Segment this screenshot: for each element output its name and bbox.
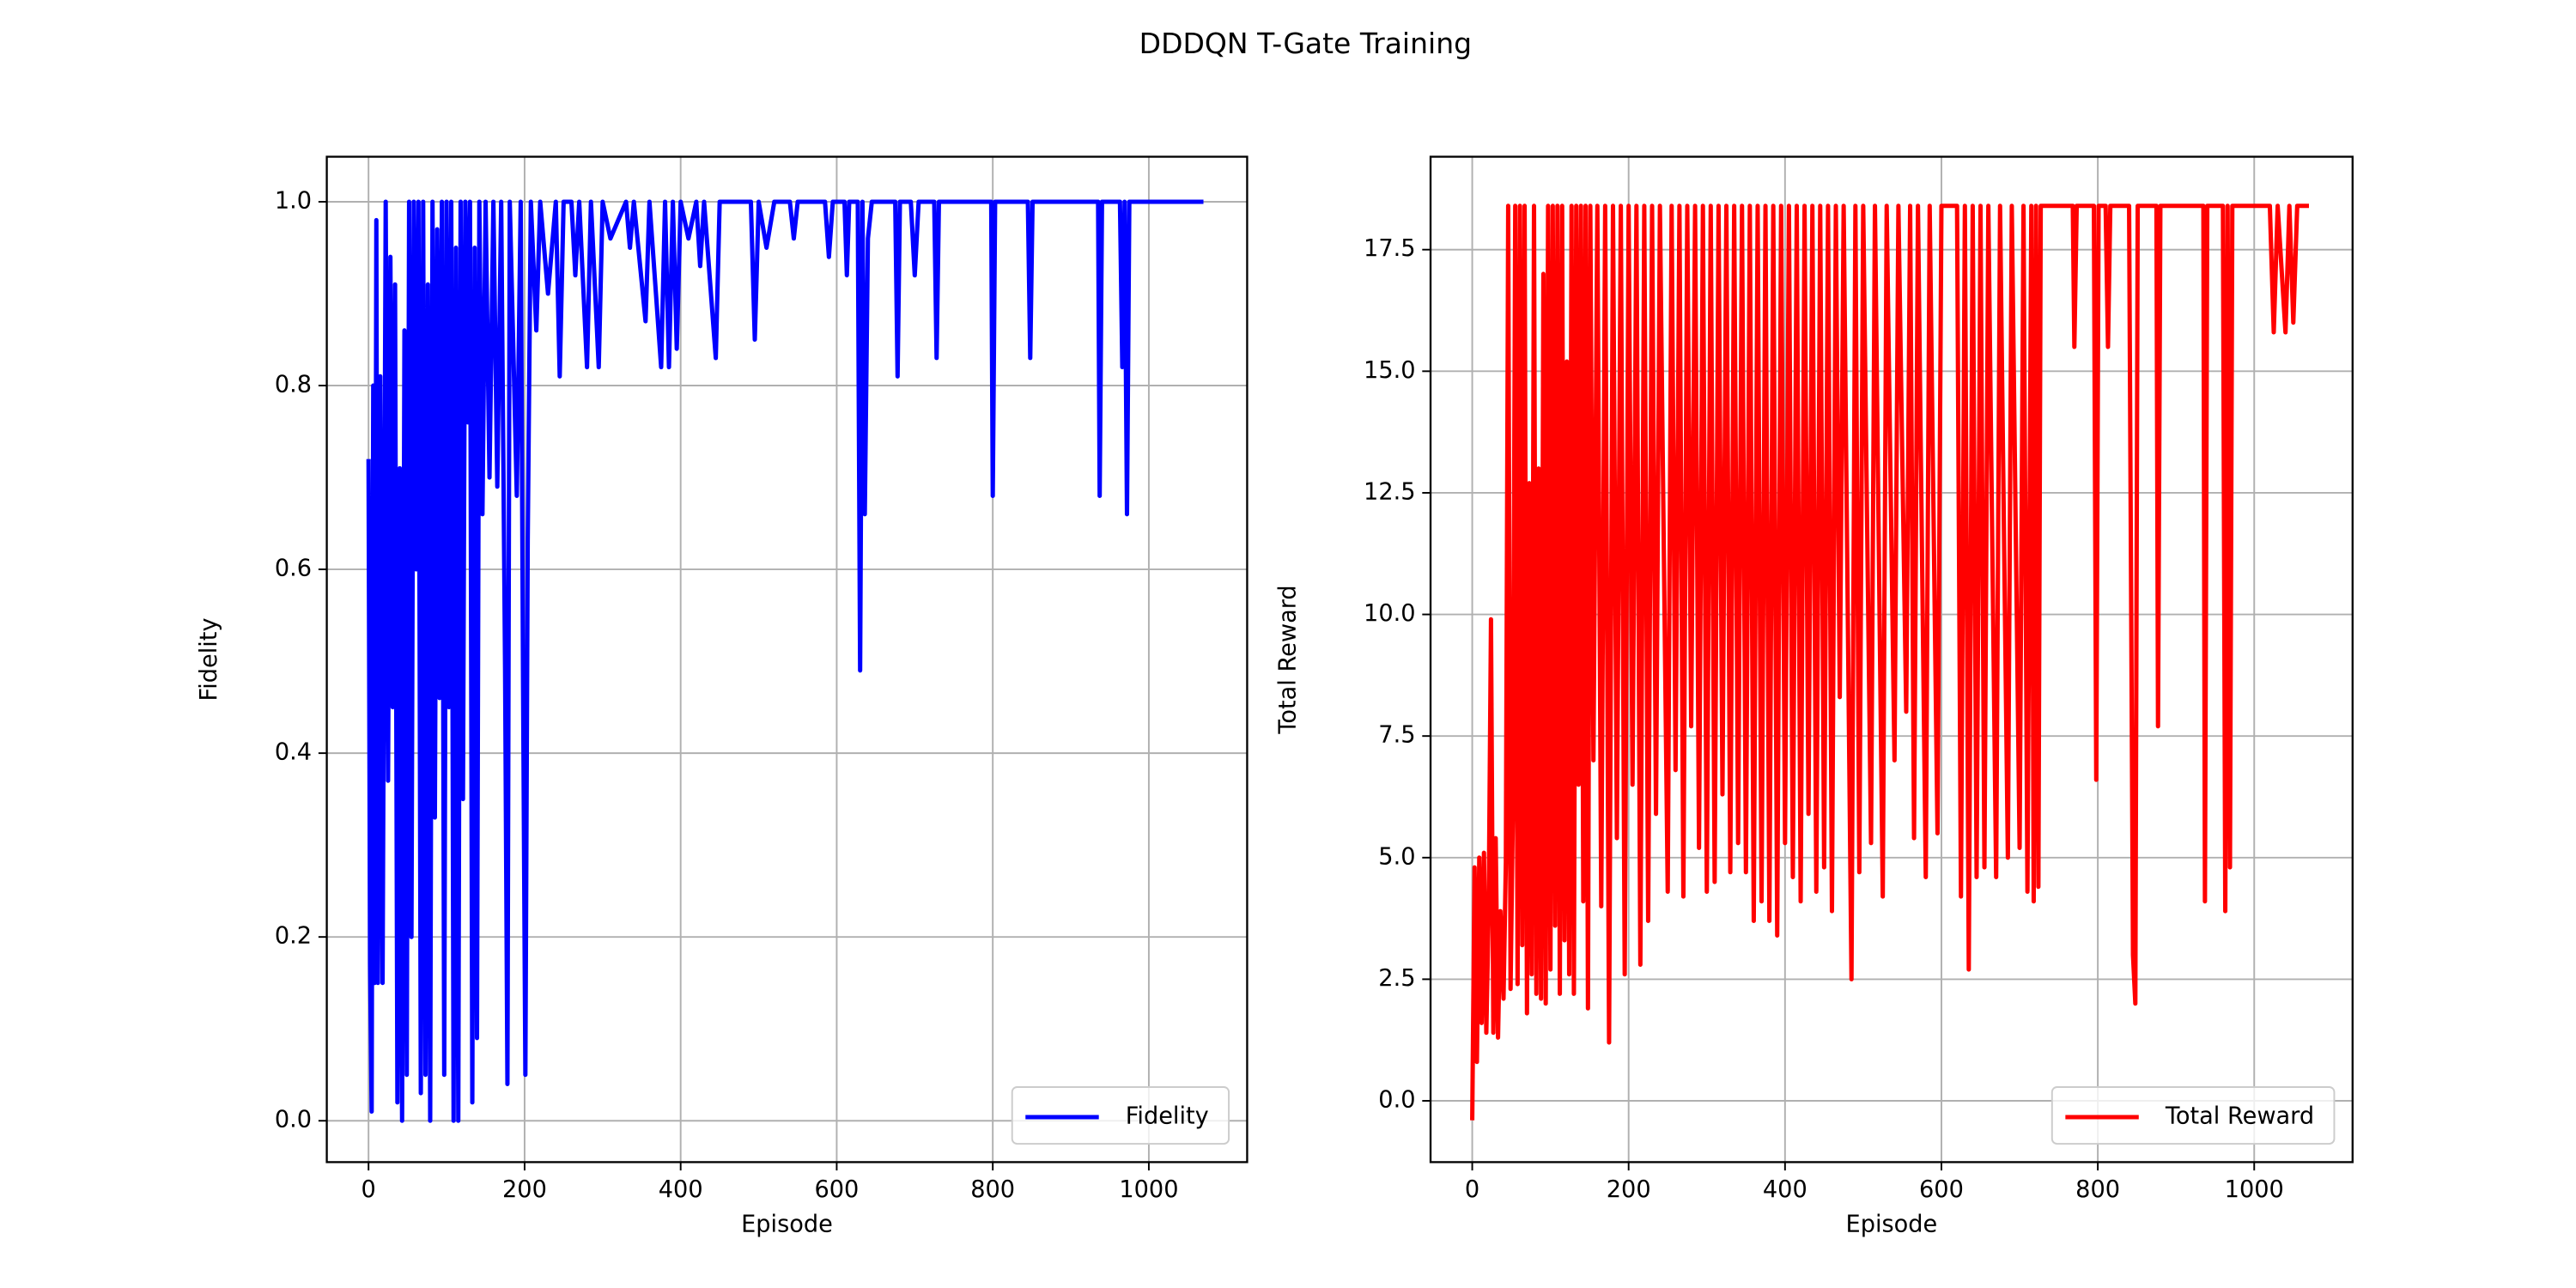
x-tick-label: 800 (970, 1176, 1015, 1203)
y-tick-label: 0.8 (275, 372, 312, 398)
x-tick-label: 1000 (1119, 1176, 1178, 1203)
y-tick-label: 0.6 (275, 556, 312, 582)
x-tick-label: 0 (361, 1176, 376, 1203)
axes-frame (1429, 155, 2354, 1163)
legend-label: Total Reward (2165, 1103, 2314, 1129)
legend: Fidelity (1011, 1086, 1230, 1145)
x-tick-label: 0 (1465, 1176, 1479, 1203)
y-tick-label: 5.0 (1378, 843, 1415, 870)
plot-area (1470, 204, 2309, 1121)
x-tick-label: 800 (2075, 1176, 2120, 1203)
y-axis-label: Fidelity (196, 617, 222, 701)
y-tick-label: 7.5 (1378, 722, 1415, 749)
plot-area (366, 199, 1204, 1123)
x-tick-label: 400 (659, 1176, 703, 1203)
legend-box (1011, 1086, 1230, 1145)
x-tick-label: 400 (1763, 1176, 1807, 1203)
x-tick-label: 200 (1607, 1176, 1651, 1203)
y-tick-label: 0.4 (275, 739, 312, 766)
legend-box (2050, 1086, 2336, 1145)
y-tick-label: 2.5 (1378, 965, 1415, 992)
y-tick-label: 10.0 (1364, 600, 1416, 627)
y-tick-label: 17.5 (1364, 235, 1416, 262)
x-axis-label: Episode (741, 1212, 833, 1238)
y-tick-label: 0.0 (1378, 1087, 1415, 1114)
y-tick-label: 12.5 (1364, 478, 1416, 505)
x-axis-label: Episode (1846, 1212, 1938, 1238)
axes-frame (325, 155, 1249, 1163)
x-tick-label: 600 (1919, 1176, 1964, 1203)
x-tick-label: 1000 (2225, 1176, 2284, 1203)
y-tick-label: 0.0 (275, 1107, 312, 1133)
data-line (366, 199, 1204, 1123)
x-tick-label: 600 (814, 1176, 859, 1203)
y-tick-label: 15.0 (1364, 357, 1416, 384)
data-line (1470, 204, 2309, 1121)
x-tick-label: 200 (502, 1176, 547, 1203)
y-axis-label: Total Reward (1274, 585, 1301, 734)
y-tick-label: 0.2 (275, 923, 312, 950)
legend-label: Fidelity (1126, 1103, 1209, 1129)
y-tick-label: 1.0 (275, 187, 312, 214)
legend: Total Reward (2050, 1086, 2336, 1145)
figure-title: DDDQN T-Gate Training (1139, 27, 1472, 60)
